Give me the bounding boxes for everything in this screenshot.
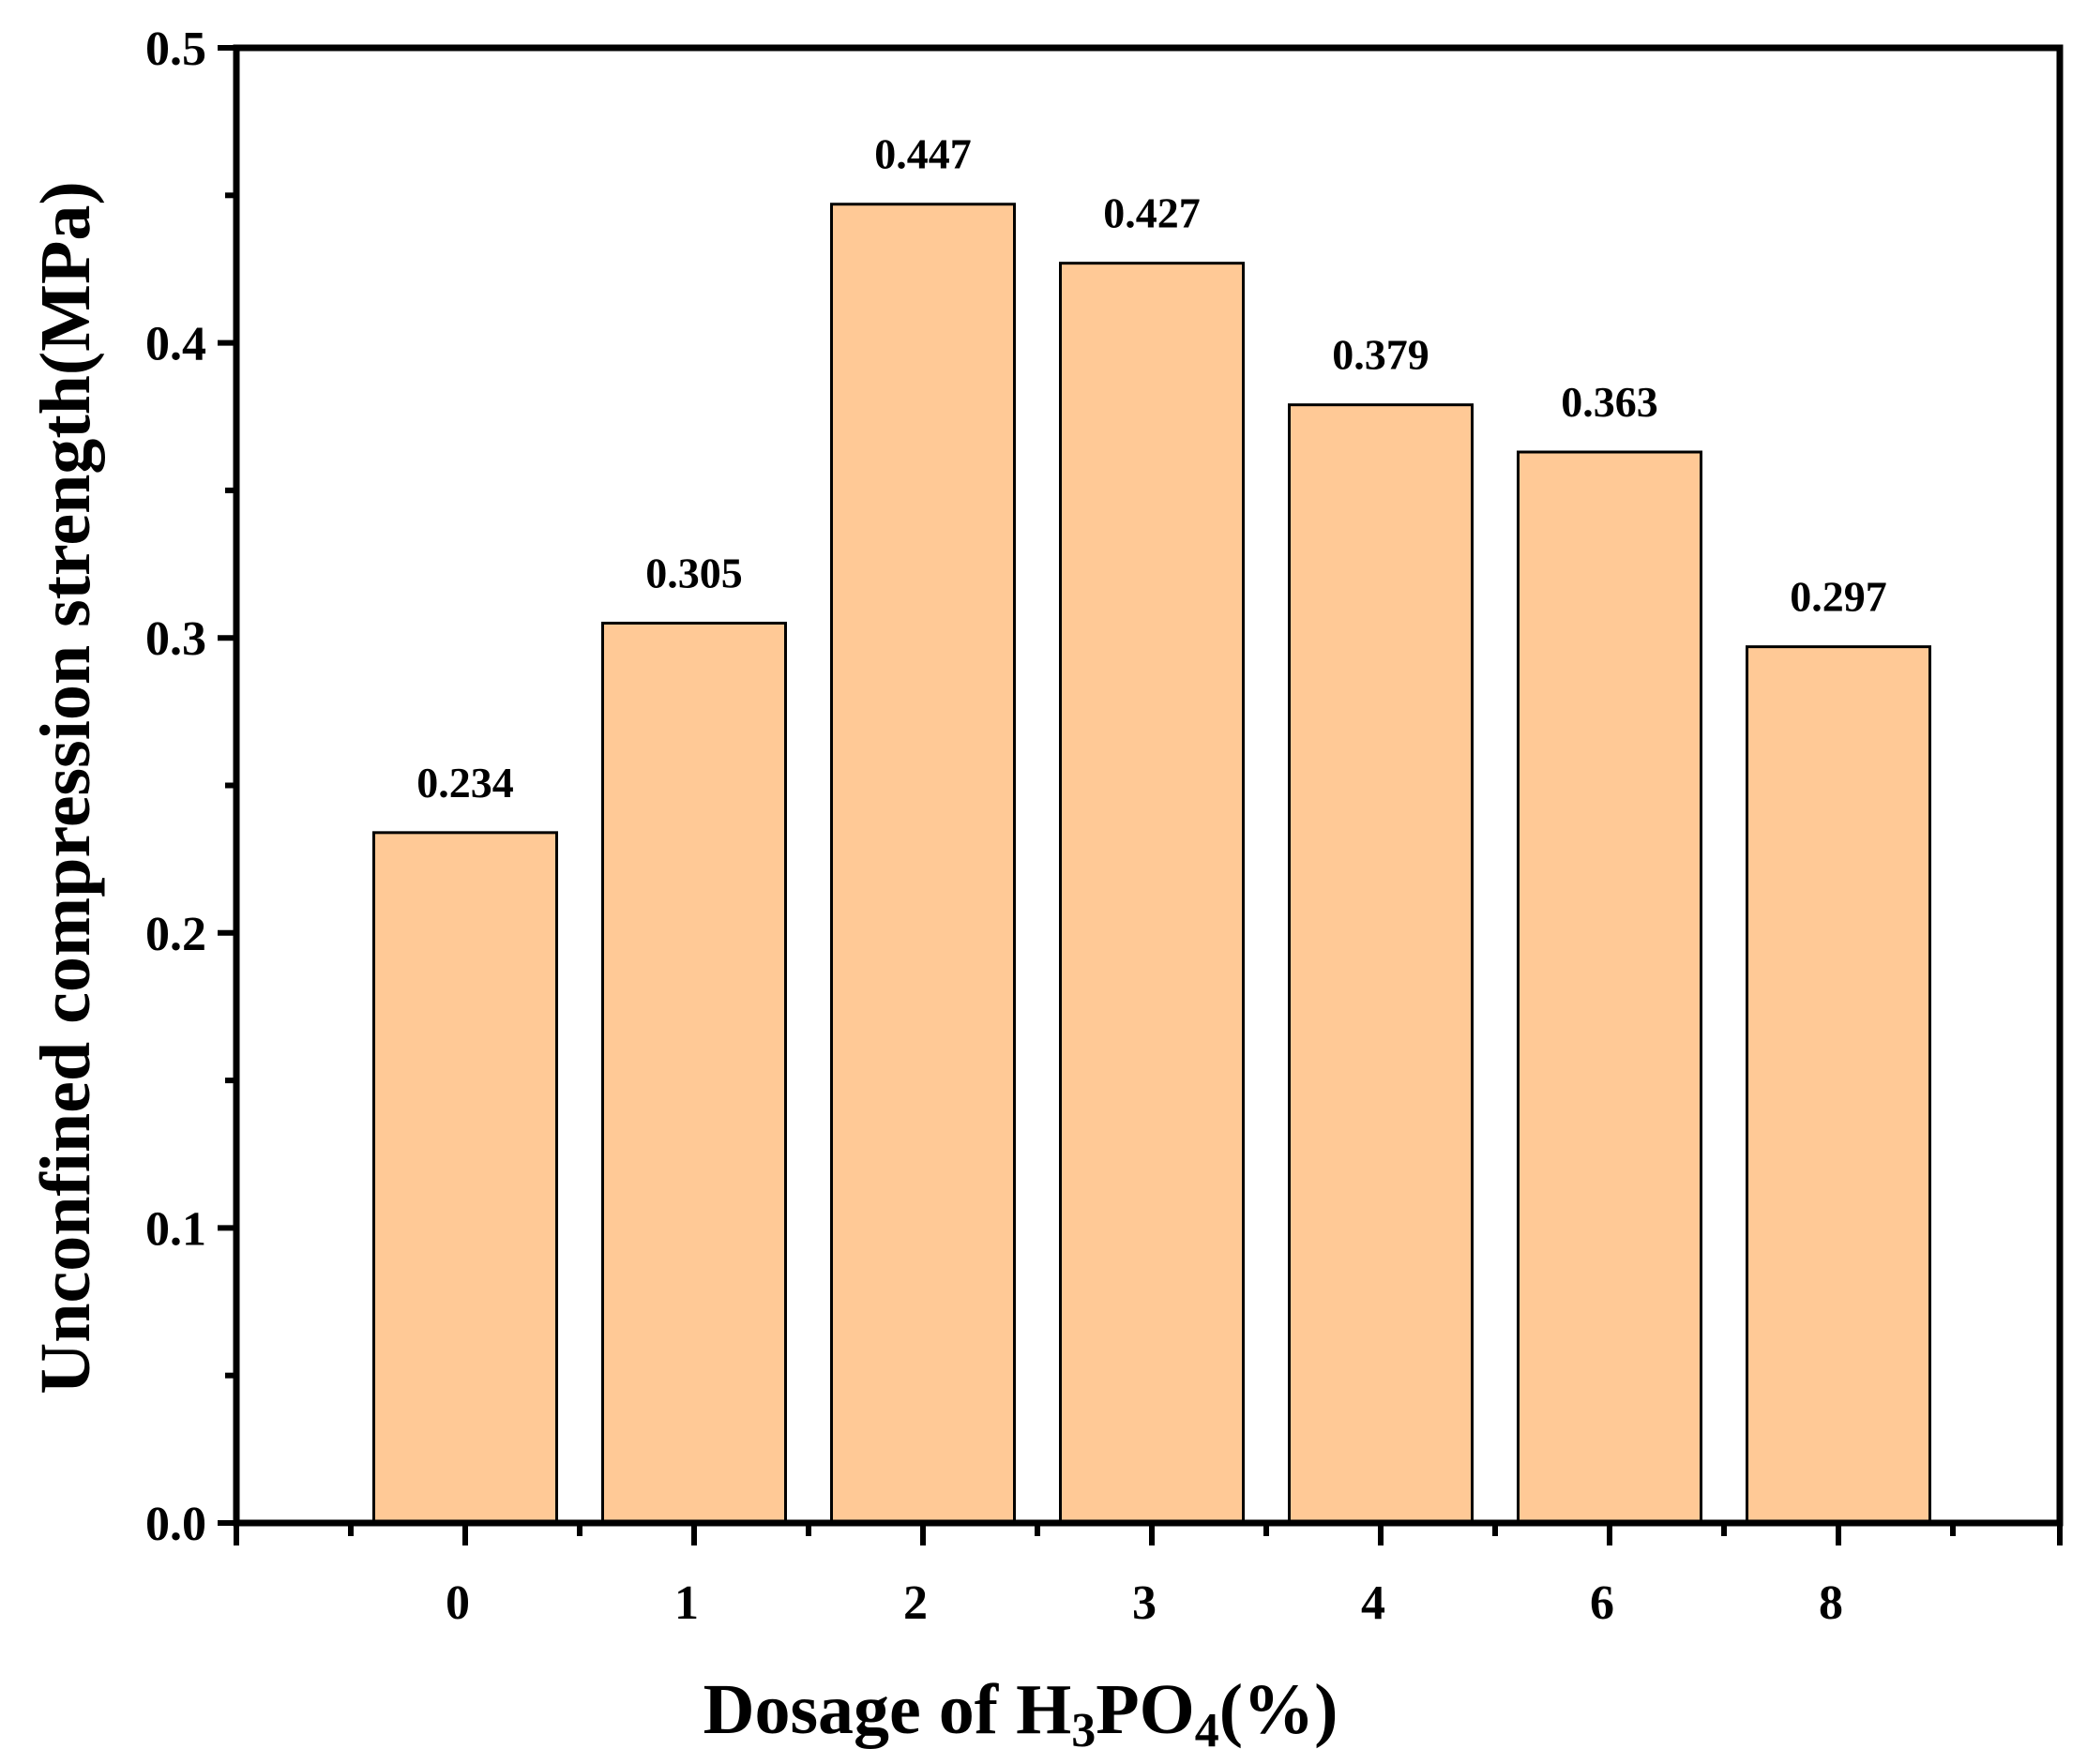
x-tick-label: 1 bbox=[674, 1576, 699, 1630]
data-label: 0.379 bbox=[1332, 331, 1429, 379]
x-axis-title-mid: PO bbox=[1096, 1670, 1195, 1749]
data-label: 0.297 bbox=[1790, 573, 1887, 621]
x-axis-title: Dosage of H3PO4(%) bbox=[703, 1670, 1338, 1757]
x-tick-label: 6 bbox=[1590, 1576, 1614, 1630]
y-tick-label: 0.2 bbox=[145, 908, 206, 961]
y-tick-label: 0.0 bbox=[145, 1498, 206, 1551]
x-tick-label: 2 bbox=[903, 1576, 928, 1630]
plot-frame bbox=[233, 44, 2064, 1527]
data-label: 0.234 bbox=[416, 759, 514, 807]
x-tick-label: 3 bbox=[1132, 1576, 1157, 1630]
data-label: 0.305 bbox=[645, 549, 743, 596]
bar bbox=[1746, 645, 1931, 1525]
x-tick-label: 0 bbox=[446, 1576, 470, 1630]
data-labels: 0.234 0.305 0.447 0.427 0.379 0.363 0.297 bbox=[416, 130, 1887, 807]
y-tick-label: 0.3 bbox=[145, 612, 206, 666]
bar bbox=[830, 203, 1016, 1525]
data-label: 0.427 bbox=[1103, 189, 1201, 237]
data-label: 0.447 bbox=[874, 130, 972, 178]
bar bbox=[372, 831, 558, 1525]
y-tick-label: 0.1 bbox=[145, 1202, 206, 1256]
bar bbox=[1517, 450, 1702, 1525]
x-axis-title-prefix: Dosage of H bbox=[703, 1670, 1072, 1749]
y-tick-label: 0.4 bbox=[145, 318, 206, 371]
data-label: 0.363 bbox=[1561, 378, 1658, 426]
x-axis-title-sub2: 4 bbox=[1195, 1704, 1219, 1757]
y-tick-label: 0.5 bbox=[145, 23, 206, 76]
bars bbox=[372, 203, 1931, 1525]
y-axis-title: Unconfined compression strength(MPa) bbox=[26, 181, 105, 1394]
bar bbox=[1288, 403, 1474, 1525]
x-axis-title-suffix: (%) bbox=[1219, 1670, 1338, 1749]
x-axis-ticks: 0 1 2 3 4 6 8 bbox=[234, 1523, 2063, 1630]
x-tick-label: 4 bbox=[1361, 1576, 1385, 1630]
bar bbox=[601, 621, 787, 1525]
y-axis-ticks: 0.0 0.1 0.2 0.3 0.4 0.5 bbox=[145, 23, 236, 1551]
x-tick-label: 8 bbox=[1819, 1576, 1843, 1630]
bar bbox=[1059, 262, 1245, 1525]
x-axis-title-sub1: 3 bbox=[1071, 1704, 1096, 1757]
